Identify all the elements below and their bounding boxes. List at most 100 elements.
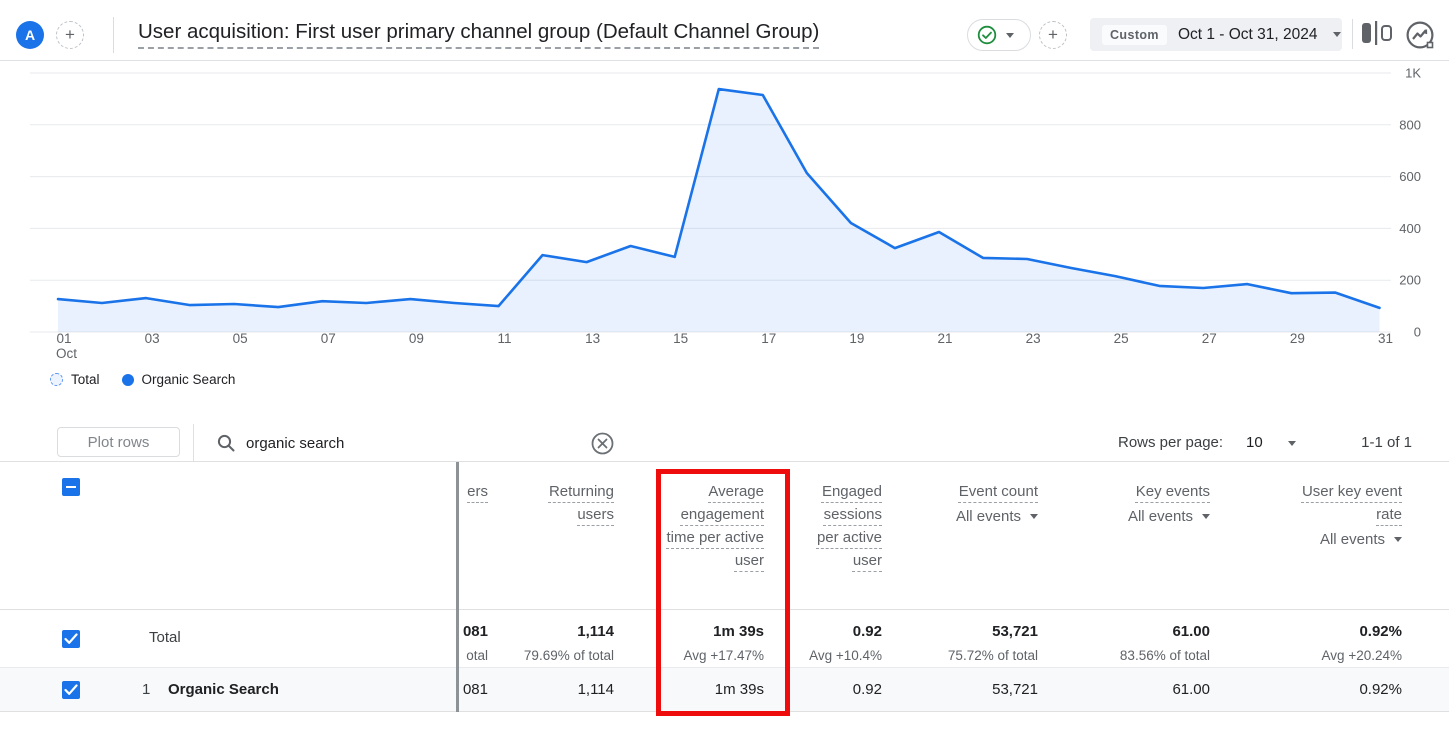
event-filter-dropdown[interactable]: All events [1320, 531, 1402, 548]
event-filter-dropdown[interactable]: All events [956, 508, 1038, 525]
column-label: ers [467, 483, 488, 500]
date-range-value: Oct 1 - Oct 31, 2024 [1177, 25, 1318, 43]
x-tick-label: 09 [409, 331, 424, 346]
row-checkbox[interactable] [62, 681, 80, 699]
column-header-key-events[interactable]: Key events All events [1038, 480, 1210, 572]
search-input[interactable] [246, 429, 576, 457]
divider [1352, 19, 1353, 49]
x-tick-label: 25 [1114, 331, 1129, 346]
y-tick-label: 1K [1405, 66, 1421, 81]
plot-rows-button[interactable]: Plot rows [57, 427, 180, 457]
y-tick-label: 400 [1399, 221, 1421, 236]
x-tick-label: 17 [761, 331, 776, 346]
x-tick-label: 11 [497, 331, 511, 346]
row-value: 0.92% [1359, 681, 1402, 698]
event-filter-dropdown[interactable]: All events [1128, 508, 1210, 525]
x-tick-label: 23 [1026, 331, 1041, 346]
total-subvalue: Avg +10.4% [809, 648, 882, 663]
legend-item-organic-search[interactable]: Organic Search [121, 372, 236, 387]
chevron-down-icon[interactable] [1288, 441, 1296, 446]
chevron-down-icon [1202, 514, 1210, 519]
row-value: 61.00 [1172, 681, 1210, 698]
x-tick-label: 05 [233, 331, 248, 346]
legend-label: Organic Search [141, 372, 236, 387]
column-header-avg-engagement-time[interactable]: Average engagement time per active user [614, 480, 764, 572]
page-title[interactable]: User acquisition: First user primary cha… [138, 20, 820, 43]
total-value: 081 [462, 623, 488, 640]
avatar[interactable]: A [16, 21, 44, 49]
chart-legend: Total Organic Search [50, 372, 235, 387]
column-label: Returning users [548, 483, 614, 523]
column-label: Average engagement time per active user [666, 483, 764, 569]
x-tick-label: 15 [673, 331, 688, 346]
row-value: 1m 39s [714, 681, 764, 698]
row-value: 081 [462, 681, 488, 698]
x-tick-label: 01 [56, 331, 71, 346]
row-value: 1,114 [577, 681, 614, 698]
insights-icon[interactable] [1405, 20, 1435, 50]
column-resize-handle[interactable] [456, 462, 459, 712]
search-icon [217, 434, 235, 452]
chevron-down-icon [1006, 32, 1014, 38]
y-tick-label: 600 [1399, 169, 1421, 184]
x-tick-label: 03 [145, 331, 160, 346]
row-dimension-value: Organic Search [168, 681, 279, 698]
y-tick-label: 800 [1399, 117, 1421, 132]
table-toolbar: Plot rows Rows per page: 10 1-1 of 1 [0, 424, 1449, 462]
column-header-engaged-sessions[interactable]: Engaged sessions per active user [764, 480, 882, 572]
chevron-down-icon [1030, 514, 1038, 519]
total-dashed-circle-icon [50, 373, 63, 386]
y-tick-label: 0 [1414, 325, 1421, 340]
edit-comparisons-icon[interactable] [1361, 21, 1393, 45]
select-all-checkbox[interactable] [62, 478, 80, 496]
organic-search-dot-icon [121, 373, 134, 386]
total-value: 53,721 [992, 623, 1038, 640]
date-range-type-badge: Custom [1102, 24, 1167, 45]
chart-line [56, 87, 1381, 310]
total-row-checkbox[interactable] [62, 630, 80, 648]
table-row[interactable]: 1 Organic Search 081 1,114 1m 39s 0.92 5… [0, 668, 1449, 712]
total-value: 0.92% [1359, 623, 1402, 640]
x-tick-label: 27 [1202, 331, 1217, 346]
x-tick-month-label: Oct [56, 346, 77, 361]
column-label: Engaged sessions per active user [816, 483, 882, 569]
y-tick-label: 200 [1399, 273, 1421, 288]
row-value: 53,721 [992, 681, 1038, 698]
chart-area [58, 89, 1380, 332]
total-value: 1,114 [577, 623, 614, 640]
card-top-border [0, 60, 1449, 61]
add-comparison-icon[interactable]: + [56, 21, 84, 49]
clear-search-icon[interactable] [591, 432, 614, 455]
x-tick-label: 13 [585, 331, 600, 346]
row-value: 0.92 [852, 681, 882, 698]
rows-per-page-label: Rows per page: [1118, 434, 1224, 451]
x-tick-label: 29 [1290, 331, 1305, 346]
total-label: Total [149, 629, 181, 646]
total-subvalue: 79.69% of total [523, 648, 614, 663]
x-tick-label: 31 [1378, 331, 1393, 346]
column-header-returning-users[interactable]: Returning users [488, 480, 614, 572]
total-value: 1m 39s [713, 623, 764, 640]
pagination-status: 1-1 of 1 [1361, 434, 1412, 451]
date-range-picker[interactable]: Custom Oct 1 - Oct 31, 2024 [1090, 18, 1342, 51]
column-label: Key events [1135, 483, 1210, 500]
column-label: Event count [958, 483, 1038, 500]
filter-label: All events [1319, 531, 1385, 548]
column-header-user-key-event-rate[interactable]: User key event rate All events [1210, 480, 1402, 572]
add-report-icon[interactable]: + [1039, 21, 1067, 49]
total-subvalue: Avg +20.24% [1321, 648, 1402, 663]
top-bar: A + User acquisition: First user primary… [0, 0, 1449, 60]
x-tick-label: 19 [849, 331, 864, 346]
column-header-event-count[interactable]: Event count All events [882, 480, 1038, 572]
legend-item-total[interactable]: Total [50, 372, 100, 387]
chevron-down-icon [1332, 32, 1341, 37]
rows-per-page-select[interactable]: 10 [1246, 434, 1263, 451]
column-header-users[interactable]: ers [458, 480, 488, 572]
chevron-down-icon [1394, 537, 1402, 542]
total-value: 0.92 [852, 623, 882, 640]
table-header: First user prim...Channel Group) + ers R… [0, 462, 1449, 610]
report-status-button[interactable] [967, 19, 1031, 51]
filter-label: All events [1127, 508, 1193, 525]
divider [193, 424, 194, 462]
